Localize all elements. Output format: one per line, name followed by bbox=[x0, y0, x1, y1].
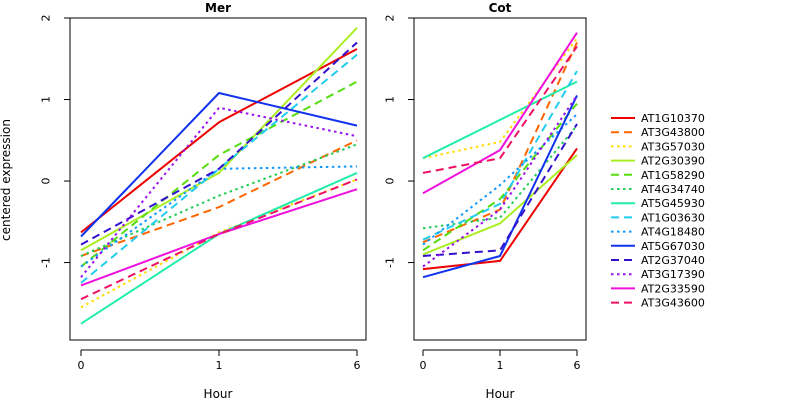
x-tick-label: 6 bbox=[574, 359, 581, 372]
series-line-at1g58290 bbox=[80, 80, 358, 268]
legend-item-label: AT3G43600 bbox=[641, 297, 705, 310]
legend-item-label: AT1G58290 bbox=[641, 169, 705, 182]
series-line-at1g03630 bbox=[422, 70, 578, 241]
legend-item-label: AT3G57030 bbox=[641, 140, 705, 153]
series-line-at3g57030 bbox=[422, 37, 578, 160]
series-line-at3g43600 bbox=[422, 45, 578, 174]
series-line-at2g33590 bbox=[422, 32, 578, 195]
panel-title: Mer bbox=[205, 1, 231, 15]
series-line-at5g67030 bbox=[80, 92, 358, 238]
series-line-at2g30390 bbox=[80, 27, 358, 252]
legend-item-label: AT2G30390 bbox=[641, 155, 705, 168]
series-line-at2g33590 bbox=[80, 188, 358, 287]
y-tick-label: 1 bbox=[40, 96, 53, 103]
plot-frame bbox=[413, 17, 587, 341]
plot-frame bbox=[69, 17, 367, 341]
legend-item-label: AT4G18480 bbox=[641, 226, 705, 239]
y-axis-label: centered expression bbox=[0, 119, 13, 241]
x-tick-label: 1 bbox=[216, 359, 223, 372]
legend-item-label: AT2G33590 bbox=[641, 282, 705, 295]
x-tick-label: 6 bbox=[354, 359, 361, 372]
series-line-at3g43800 bbox=[422, 42, 578, 244]
y-tick-label: 0 bbox=[384, 178, 397, 185]
series-line-at5g45930 bbox=[422, 80, 578, 160]
x-tick-label: 0 bbox=[420, 359, 427, 372]
x-tick-label: 0 bbox=[78, 359, 85, 372]
legend-item-label: AT1G03630 bbox=[641, 211, 705, 224]
series-line-at3g17390 bbox=[422, 94, 578, 268]
y-tick-label: -1 bbox=[40, 257, 53, 268]
x-tick-label: 1 bbox=[497, 359, 504, 372]
series-line-at3g57030 bbox=[80, 178, 358, 309]
y-tick-label: 2 bbox=[40, 15, 53, 22]
panel-title: Cot bbox=[489, 1, 512, 15]
x-axis-label: Hour bbox=[486, 387, 515, 400]
y-tick-label: 2 bbox=[384, 15, 397, 22]
legend-item-label: AT3G43800 bbox=[641, 126, 705, 139]
y-tick-label: 0 bbox=[40, 178, 53, 185]
legend-item-label: AT3G17390 bbox=[641, 268, 705, 281]
panel-cot bbox=[408, 17, 587, 356]
series-line-at4g18480 bbox=[80, 165, 358, 268]
series-line-at1g10370 bbox=[80, 48, 358, 234]
series-line-at4g34740 bbox=[80, 143, 358, 257]
series-line-at2g30390 bbox=[422, 154, 578, 256]
series-line-at4g18480 bbox=[422, 113, 578, 246]
y-tick-label: 1 bbox=[384, 96, 397, 103]
series-line-at1g10370 bbox=[422, 147, 578, 271]
series-line-at1g03630 bbox=[80, 53, 358, 284]
legend-item-label: AT5G45930 bbox=[641, 197, 705, 210]
legend-item-label: AT4G34740 bbox=[641, 183, 705, 196]
series-line-at2g37040 bbox=[80, 41, 358, 246]
series-line-at2g37040 bbox=[422, 123, 578, 257]
legend bbox=[611, 117, 635, 304]
y-tick-label: -1 bbox=[384, 257, 397, 268]
legend-item-label: AT1G10370 bbox=[641, 112, 705, 125]
legend-item-label: AT5G67030 bbox=[641, 240, 705, 253]
series-line-at5g67030 bbox=[422, 94, 578, 279]
legend-item-label: AT2G37040 bbox=[641, 254, 705, 267]
series-line-at3g43600 bbox=[80, 178, 358, 301]
series-line-at3g17390 bbox=[80, 106, 358, 278]
panel-mer bbox=[64, 17, 367, 356]
x-axis-label: Hour bbox=[204, 387, 233, 400]
series-line-at1g58290 bbox=[422, 102, 578, 252]
